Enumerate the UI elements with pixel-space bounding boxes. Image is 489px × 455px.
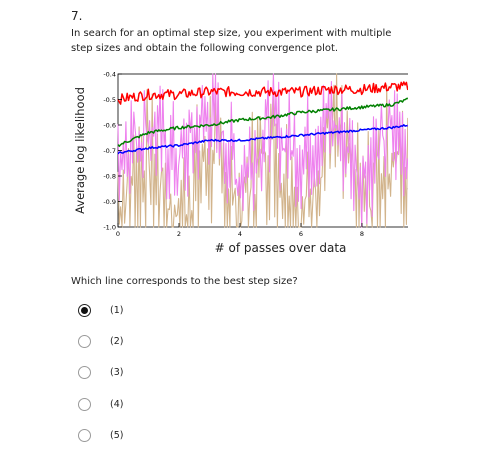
series-line-3: [117, 73, 409, 228]
question-prompt: Which line corresponds to the best step …: [71, 276, 298, 287]
y-tick-label: -0.8: [103, 173, 116, 181]
answer-option[interactable]: (2): [78, 335, 123, 348]
series-line-2: [117, 97, 409, 148]
answer-option-label: (1): [110, 305, 124, 316]
x-tick-label: 8: [360, 230, 364, 238]
answer-option[interactable]: (5): [78, 429, 123, 442]
y-tick-label: -1.0: [103, 224, 116, 232]
answer-option-label: (5): [110, 430, 124, 441]
series-line-4: [117, 124, 408, 155]
x-tick-label: 2: [177, 230, 181, 238]
answer-option-label: (2): [110, 336, 124, 347]
y-tick-label: -0.9: [103, 198, 116, 206]
y-tick-label: -0.7: [103, 147, 116, 155]
answer-option-label: (3): [110, 367, 124, 378]
series-line-1: [117, 81, 409, 105]
radio-unselected[interactable]: [78, 366, 91, 379]
radio-unselected[interactable]: [78, 335, 91, 348]
x-tick-label: 0: [116, 230, 120, 238]
y-tick-label: -0.5: [103, 96, 116, 104]
answer-option[interactable]: (1): [78, 304, 123, 317]
question-text: In search for an optimal step size, you …: [71, 28, 392, 54]
answer-option-label: (4): [110, 399, 124, 410]
x-tick-label: 4: [238, 230, 242, 238]
y-tick-label: -0.4: [103, 71, 116, 79]
x-axis-title: # of passes over data: [215, 241, 347, 255]
question-number: 7.: [71, 9, 83, 23]
y-axis-title: Average log likelihood: [73, 87, 87, 214]
answer-option[interactable]: (3): [78, 366, 123, 379]
convergence-plot: 0246810-0.4-0.5-0.6-0.7-0.8-0.9-1.0(1)(2…: [68, 66, 431, 256]
convergence-plot-svg: 0246810-0.4-0.5-0.6-0.7-0.8-0.9-1.0(1)(2…: [73, 71, 431, 256]
y-tick-label: -0.6: [103, 122, 116, 130]
radio-unselected[interactable]: [78, 398, 91, 411]
radio-selected[interactable]: [78, 304, 91, 317]
x-tick-label: 6: [299, 230, 303, 238]
answer-option[interactable]: (4): [78, 398, 123, 411]
radio-unselected[interactable]: [78, 429, 91, 442]
